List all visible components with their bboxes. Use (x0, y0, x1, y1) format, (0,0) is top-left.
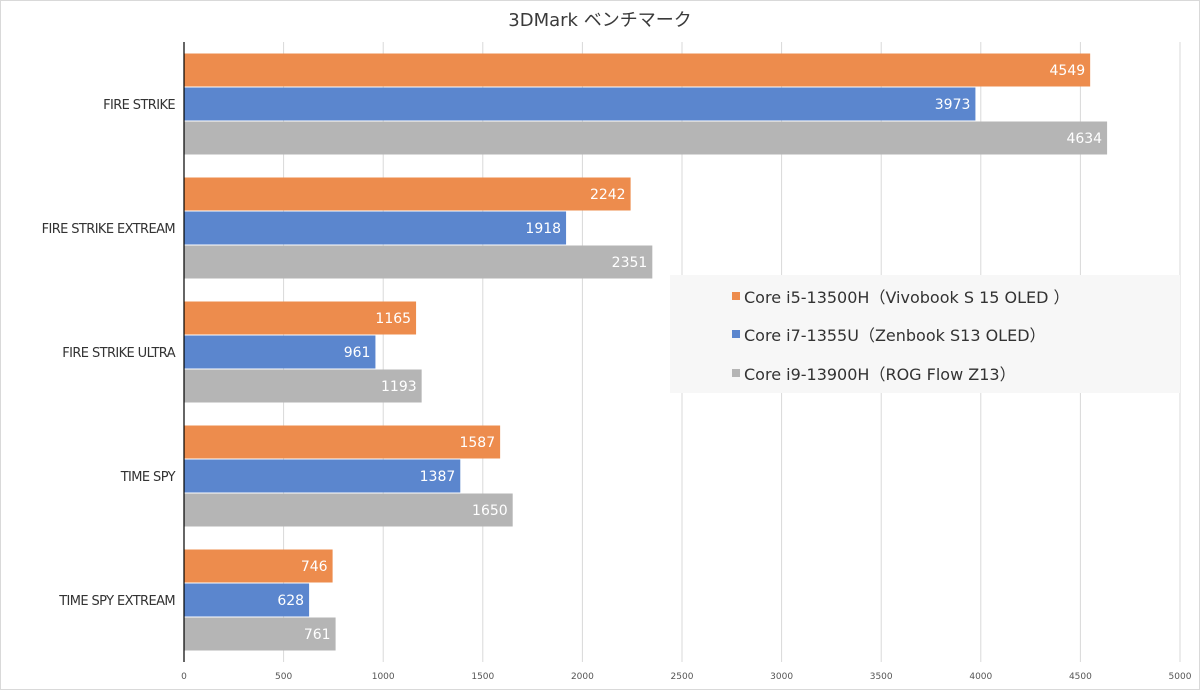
y-category-label: TIME SPY EXTREAM (58, 594, 175, 609)
data-label: 1193 (381, 379, 417, 395)
legend-item: Core i5-13500H（Vivobook S 15 OLED ） (732, 284, 1070, 308)
legend-item: Core i7-1355U（Zenbook S13 OLED） (732, 322, 1046, 346)
bar (184, 425, 501, 459)
chart-title: 3DMark ベンチマーク (508, 10, 692, 31)
data-label: 3973 (935, 97, 971, 113)
y-category-label: FIRE STRIKE EXTREAM (42, 222, 175, 237)
x-tick-label: 1000 (372, 672, 395, 682)
bar (184, 369, 422, 403)
x-tick-label: 3000 (770, 672, 793, 682)
bar (184, 245, 653, 279)
y-category-label: TIME SPY (120, 470, 176, 485)
y-category-label: FIRE STRIKE ULTRA (62, 346, 175, 361)
data-label: 1918 (525, 221, 561, 237)
data-label: 761 (304, 627, 331, 643)
x-tick-label: 5000 (1169, 672, 1192, 682)
data-label: 961 (344, 345, 371, 361)
x-tick-label: 4000 (969, 672, 992, 682)
bar (184, 549, 333, 583)
bar (184, 53, 1091, 87)
legend-swatch (732, 292, 740, 300)
data-label: 4634 (1066, 131, 1102, 147)
legend-label: Core i5-13500H（Vivobook S 15 OLED ） (744, 288, 1070, 307)
x-tick-label: 1500 (471, 672, 494, 682)
bar (184, 177, 631, 211)
legend-label: Core i7-1355U（Zenbook S13 OLED） (744, 326, 1046, 345)
chart-legend: Core i5-13500H（Vivobook S 15 OLED ） Core… (670, 275, 1180, 393)
data-label: 1387 (420, 469, 456, 485)
bar (184, 301, 417, 335)
data-label: 2351 (612, 255, 648, 271)
bar (184, 493, 513, 527)
data-label: 628 (277, 593, 304, 609)
data-label: 2242 (590, 187, 626, 203)
bar (184, 121, 1108, 155)
y-category-label: FIRE STRIKE (103, 98, 175, 113)
bar (184, 87, 976, 121)
data-label: 4549 (1050, 63, 1086, 79)
x-tick-label: 0 (181, 672, 187, 682)
data-label: 1587 (459, 435, 495, 451)
data-label: 1650 (472, 503, 508, 519)
legend-label: Core i9-13900H（ROG Flow Z13） (744, 365, 1016, 384)
bar (184, 617, 336, 651)
data-label: 746 (301, 559, 328, 575)
x-tick-label: 2000 (571, 672, 594, 682)
x-tick-label: 2500 (671, 672, 694, 682)
bar (184, 335, 376, 369)
bar (184, 459, 461, 493)
legend-swatch (732, 330, 740, 338)
bar (184, 583, 310, 617)
x-tick-label: 3500 (870, 672, 893, 682)
x-tick-label: 4500 (1069, 672, 1092, 682)
data-label: 1165 (375, 311, 411, 327)
x-tick-label: 500 (275, 672, 292, 682)
bar (184, 211, 567, 245)
legend-item: Core i9-13900H（ROG Flow Z13） (732, 361, 1016, 385)
legend-swatch (732, 369, 740, 377)
